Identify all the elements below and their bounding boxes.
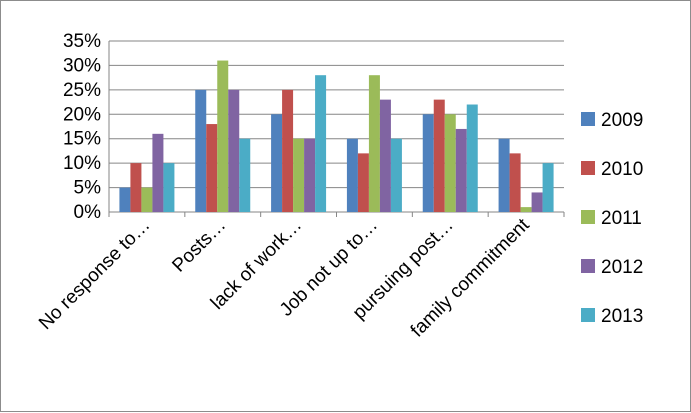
legend-swatch-2011 [581, 210, 595, 224]
y-tick-label: 25% [63, 80, 101, 101]
bar-2013 [163, 163, 175, 212]
axes: 0% 5% 10% 15% 20% 25% 30% 35% [63, 31, 565, 223]
y-tick-label: 20% [63, 104, 101, 125]
legend-label-2012: 2012 [601, 257, 643, 278]
bar-2012 [228, 89, 240, 212]
bar-2013 [239, 138, 251, 212]
bar-2010 [357, 153, 369, 212]
bar-2009 [195, 89, 207, 212]
gridlines [109, 40, 564, 189]
y-tick-label: 5% [74, 178, 102, 199]
bar-2011 [520, 207, 532, 212]
y-tick-label: 30% [63, 55, 101, 76]
bar-2013 [466, 104, 478, 212]
bar-2012 [531, 192, 543, 212]
bar-2011 [444, 114, 456, 212]
legend: 2009 2010 2011 2012 2013 [581, 110, 643, 327]
legend-label-2009: 2009 [601, 110, 643, 131]
legend-swatch-2010 [581, 161, 595, 175]
legend-swatch-2012 [581, 259, 595, 273]
legend-swatch-2009 [581, 112, 595, 126]
bar-2013 [315, 75, 327, 212]
bar-2013 [542, 163, 554, 212]
bar-2012 [152, 133, 164, 212]
category-labels: No response to… Posts…lack of work…Job no… [35, 214, 534, 341]
bar-2012 [304, 138, 316, 212]
legend-swatch-2013 [581, 308, 595, 322]
bar-2009 [271, 114, 283, 212]
bar-2012 [379, 99, 391, 212]
bar-2010 [130, 163, 142, 212]
bar-2011 [141, 187, 153, 212]
y-tick-label: 0% [74, 202, 102, 223]
y-tick-label: 10% [63, 153, 101, 174]
legend-label-2013: 2013 [601, 306, 643, 327]
y-tick-label: 35% [63, 31, 101, 52]
bar-2011 [293, 138, 305, 212]
bar-2013 [390, 138, 402, 212]
bar-2010 [206, 124, 218, 212]
bar-2011 [368, 75, 380, 212]
legend-label-2010: 2010 [601, 159, 643, 180]
bar-2009 [498, 138, 510, 212]
x-category-label: No response to… [35, 215, 154, 334]
bar-2011 [217, 60, 229, 212]
bar-2012 [455, 128, 467, 212]
bar-2009 [346, 138, 358, 212]
legend-label-2011: 2011 [601, 208, 642, 229]
bar-2010 [433, 99, 445, 212]
bars [119, 60, 554, 212]
bar-2009 [119, 187, 131, 212]
y-tick-label: 15% [63, 129, 101, 150]
bar-2010 [509, 153, 521, 212]
bar-2009 [422, 114, 434, 212]
x-category-label: Posts… [168, 215, 230, 277]
bar-2010 [282, 89, 294, 212]
